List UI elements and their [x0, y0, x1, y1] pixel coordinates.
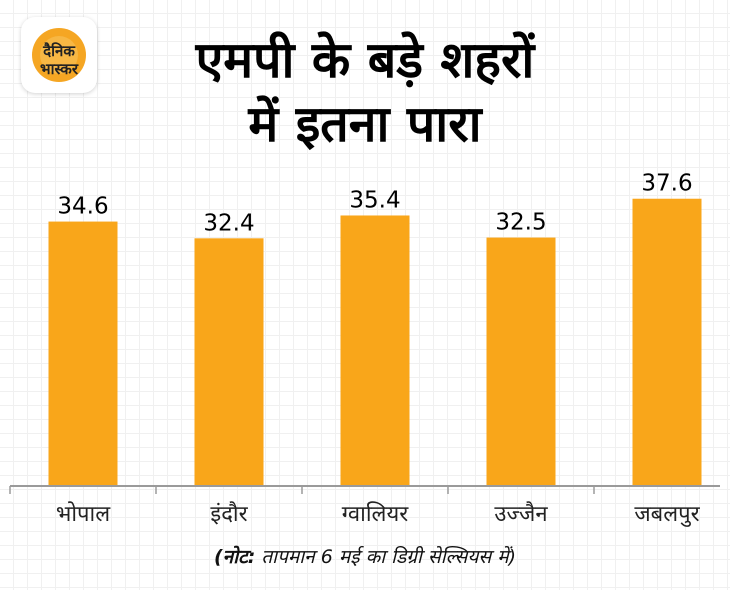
bar-2 [194, 238, 264, 485]
footnote-prefix: (नोट: [213, 546, 256, 568]
bar-value-label: 34.6 [57, 194, 108, 220]
footnote: (नोट: तापमान 6 मई का डिग्री सेल्सियस में… [0, 544, 730, 570]
chart-title: एमपी के बड़े शहरों में इतना पारा [0, 28, 730, 156]
x-tick-label: इंदौर [210, 501, 248, 527]
bar-value-label: 37.6 [641, 171, 692, 197]
bar-1 [48, 221, 118, 485]
dainik-bhaskar-logo: दैनिक भास्कर [21, 17, 97, 93]
x-tick-label: भोपाल [56, 501, 111, 527]
logo-line-2: भास्कर [40, 60, 78, 78]
bar-5 [632, 198, 702, 485]
chart-title-line-2: में इतना पारा [248, 95, 482, 153]
bar-value-label: 32.4 [203, 210, 254, 236]
footnote-text: तापमान 6 मई का डिग्री सेल्सियस में) [255, 546, 517, 568]
logo-line-1: दैनिक [43, 42, 75, 60]
x-tick-label: ग्वालियर [342, 501, 409, 527]
sun-icon [32, 28, 86, 82]
x-tick-label: उज्जैन [494, 501, 548, 527]
bar-value-label: 32.5 [495, 210, 546, 236]
x-tick-label: जबलपुर [634, 502, 700, 527]
bar-4 [486, 237, 556, 485]
chart-title-line-1: एमपी के बड़े शहरों [195, 31, 535, 89]
bar-3 [340, 215, 410, 485]
bar-value-label: 35.4 [349, 187, 400, 213]
